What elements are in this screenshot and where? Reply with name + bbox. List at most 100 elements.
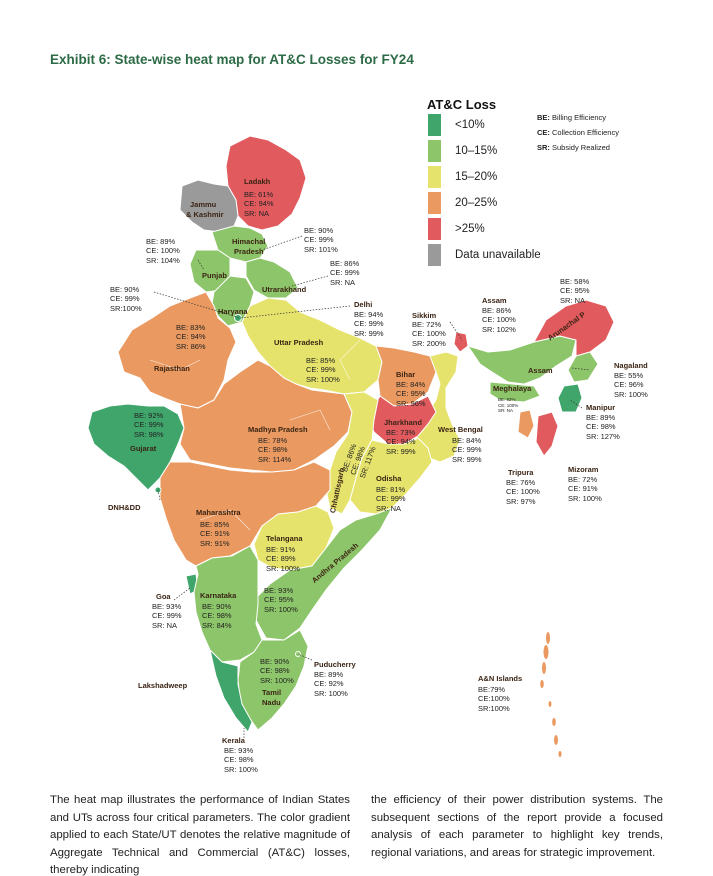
label-jharkhand: Jharkhand	[384, 418, 422, 427]
paragraph-left: The heat map illustrates the performance…	[50, 794, 350, 876]
region-bihar	[375, 345, 437, 407]
label-jk-2: & Kashmir	[186, 210, 224, 219]
label-an-islands: A&N Islands	[478, 674, 523, 683]
label-punjab: Punjab	[202, 271, 228, 280]
stats-west-bengal: BE: 84% CE: 99% SR: 99%	[452, 436, 482, 464]
region-sikkim	[453, 331, 469, 353]
region-rajasthan	[117, 291, 237, 409]
stats-ladakh: BE: 61% CE: 94% SR: NA	[244, 190, 274, 218]
label-rajasthan: Rajasthan	[154, 364, 190, 373]
legend-label: 15–20%	[455, 171, 498, 183]
legend-swatch	[428, 140, 441, 162]
label-puducherry: Puducherry	[314, 660, 356, 669]
stats-assam: BE: 86% CE: 100% SR: 102%	[482, 306, 516, 334]
stats-meghalaya: BE: 82% CE: 100% SR: NA	[498, 397, 519, 413]
stats-maharashtra: BE: 85% CE: 91% SR: 91%	[200, 520, 230, 548]
region-manipur	[557, 383, 583, 413]
stats-goa: BE: 93% CE: 99% SR: NA	[152, 602, 182, 630]
region-meghalaya	[489, 381, 541, 403]
label-dnhdd: DNH&DD	[108, 503, 141, 512]
label-jk-1: Jammu	[190, 200, 217, 209]
label-mizoram: Mizoram	[568, 465, 599, 474]
label-karnataka: Karnataka	[200, 591, 237, 600]
legend-swatch	[428, 218, 441, 240]
legend-label: Data unavailable	[455, 249, 541, 261]
legend-item-20-25: 20–25%	[428, 192, 497, 214]
legend-label: 10–15%	[455, 145, 498, 157]
label-lakshadweep: Lakshadweep	[138, 681, 188, 690]
label-delhi: Delhi	[354, 300, 373, 309]
label-kerala: Kerala	[222, 736, 245, 745]
stats-an-islands: BE:79% CE:100% SR:100%	[478, 685, 510, 713]
label-west-bengal: West Bengal	[438, 425, 483, 434]
legend-item-unavailable: Data unavailable	[428, 244, 541, 266]
legend-label: <10%	[455, 119, 485, 131]
stats-karnataka: BE: 90% CE: 98% SR: 84%	[202, 602, 232, 630]
label-uttarakhand: Utrarakhand	[262, 285, 307, 294]
label-bihar: Bihar	[396, 370, 416, 379]
region-tamil-nadu	[237, 629, 309, 731]
label-assam-top: Assam	[482, 296, 507, 305]
label-himachal-2: Pradesh	[234, 247, 264, 256]
legend-item-10-15: 10–15%	[428, 140, 497, 162]
legend-swatch	[428, 166, 441, 188]
region-west-bengal	[415, 351, 461, 463]
stats-nagaland: BE: 55% CE: 96% SR: 100%	[614, 371, 648, 399]
exhibit-title: Exhibit 6: State-wise heat map for AT&C …	[50, 52, 414, 67]
region-arunachal	[533, 299, 615, 357]
region-chhattisgarh	[325, 391, 379, 515]
label-uttar-pradesh: Uttar Pradesh	[274, 338, 324, 347]
stats-tripura: BE: 76% CE: 100% SR: 97%	[506, 478, 540, 506]
stats-rajasthan: BE: 83% CE: 94% SR: 86%	[176, 323, 206, 351]
stats-punjab: BE: 89% CE: 100% SR: 104%	[146, 237, 180, 265]
label-tamil-nadu-2: Nadu	[262, 698, 281, 707]
label-meghalaya: Meghalaya	[493, 384, 532, 393]
abbr-be: BE: Billing Efficiency	[537, 113, 607, 122]
stats-gujarat: BE: 92% CE: 99% SR: 98%	[134, 411, 164, 439]
region-uttarakhand	[245, 257, 299, 299]
region-nagaland	[567, 351, 599, 383]
stats-arunachal: BE: 58% CE: 95% SR: NA	[560, 277, 590, 305]
stats-mizoram: BE: 72% CE: 91% SR: 100%	[568, 475, 602, 503]
label-goa: Goa	[156, 592, 171, 601]
legend-item-lt10: <10%	[428, 114, 485, 136]
legend-swatch	[428, 192, 441, 214]
legend-label: 20–25%	[455, 197, 498, 209]
stats-himachal: BE: 90% CE: 99% SR: 101%	[304, 226, 338, 254]
region-andhra-pradesh	[255, 507, 393, 641]
region-odisha	[349, 437, 433, 515]
stats-manipur: BE: 89% CE: 98% SR: 127%	[586, 413, 620, 441]
label-tamil-nadu-1: Tamil	[262, 688, 282, 697]
stats-odisha: BE: 81% CE: 99% SR: NA	[376, 485, 406, 513]
label-telangana: Telangana	[266, 534, 303, 543]
legend-title: AT&C Loss	[427, 97, 497, 112]
label-tripura: Tripura	[508, 468, 534, 477]
region-kerala	[209, 649, 253, 733]
paragraph-right: the efficiency of their power distributi…	[371, 794, 663, 859]
region-jammu-kashmir	[179, 179, 239, 233]
stats-jharkhand: BE: 73% CE: 94% SR: 99%	[386, 428, 416, 456]
stats-telangana: BE: 91% CE: 89% SR: 100%	[266, 545, 300, 573]
stats-bihar: BE: 84% CE: 95% SR: 96%	[396, 380, 426, 408]
stats-andhra-pradesh: BE: 93% CE: 95% SR: 100%	[264, 586, 298, 614]
region-assam	[467, 335, 577, 385]
label-odisha: Odisha	[376, 474, 402, 483]
stats-delhi: BE: 94% CE: 99% SR: 99%	[354, 310, 384, 338]
region-andaman-nicobar	[540, 632, 562, 757]
label-gujarat: Gujarat	[130, 444, 157, 453]
label-nagaland: Nagaland	[614, 361, 648, 370]
stats-kerala: BE: 93% CE: 98% SR: 100%	[224, 746, 258, 774]
label-ladakh: Ladakh	[244, 177, 271, 186]
stats-tamil-nadu: BE: 90% CE: 98% SR: 100%	[260, 657, 294, 685]
stats-uttar-pradesh: BE: 85% CE: 99% SR: 100%	[306, 356, 340, 384]
label-maharashtra: Maharashtra	[196, 508, 241, 517]
stats-sikkim: BE: 72% CE: 100% SR: 200%	[412, 320, 446, 348]
label-haryana: Haryana	[218, 307, 248, 316]
label-madhya-pradesh: Madhya Pradesh	[248, 425, 308, 434]
legend-label: >25%	[455, 223, 485, 235]
region-tripura	[517, 409, 535, 439]
region-mizoram	[535, 411, 559, 457]
label-sikkim: Sikkim	[412, 311, 437, 320]
stats-madhya-pradesh: BE: 78% CE: 98% SR: 114%	[258, 436, 292, 464]
